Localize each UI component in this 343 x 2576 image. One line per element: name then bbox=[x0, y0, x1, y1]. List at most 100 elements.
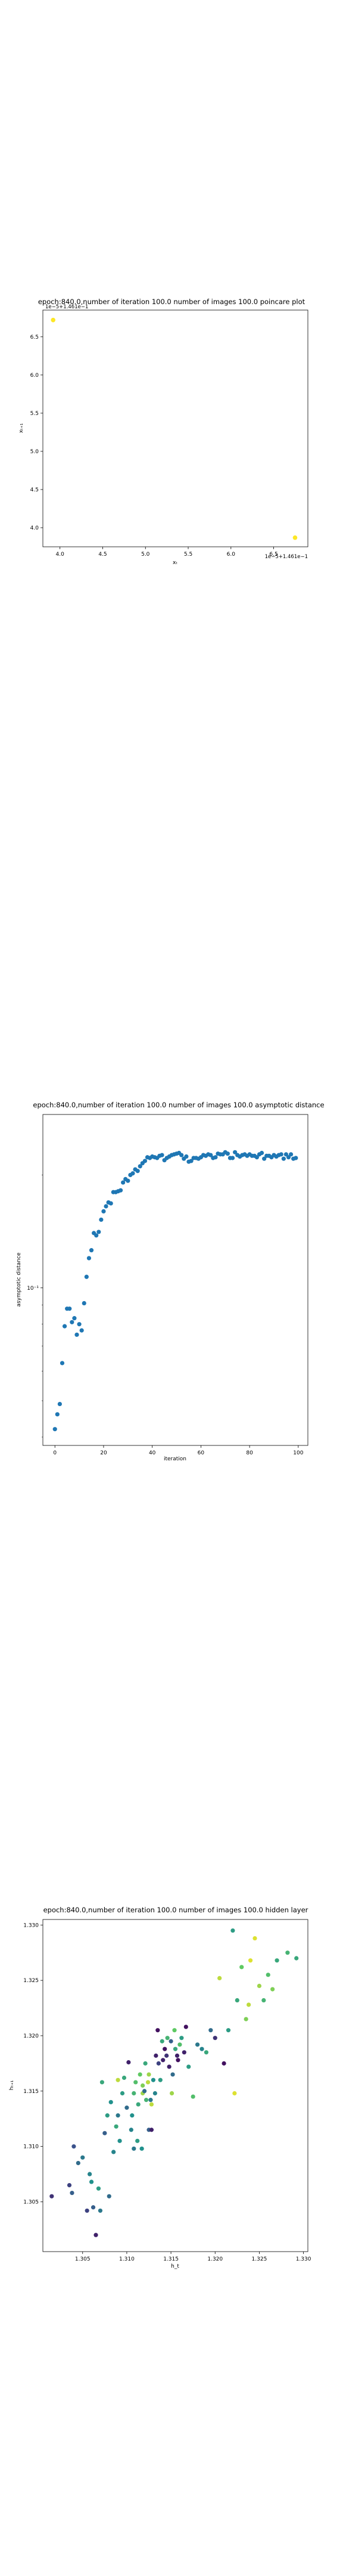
x-axis-label: xₜ bbox=[173, 560, 177, 566]
scatter-point bbox=[270, 1987, 275, 1992]
scatter-point bbox=[217, 1976, 222, 1981]
scatter-point bbox=[124, 2106, 129, 2110]
scatter-point bbox=[174, 2053, 180, 2058]
scatter-point bbox=[121, 2075, 127, 2080]
scatter-point bbox=[74, 1332, 79, 1337]
scatter-point bbox=[213, 2036, 217, 2041]
scatter-point bbox=[85, 2208, 89, 2213]
chart-title: epoch:840.0,number of iteration 100.0 nu… bbox=[38, 298, 305, 306]
y-tick-label: 1.330 bbox=[23, 1922, 39, 1928]
scatter-point bbox=[70, 2190, 74, 2196]
scatter-point bbox=[130, 1171, 135, 1176]
scatter-point bbox=[76, 2160, 80, 2166]
scatter-point bbox=[126, 1178, 130, 1183]
scatter-point bbox=[286, 1155, 291, 1160]
scatter-point bbox=[294, 1156, 298, 1160]
chart-asymptotic-distance: epoch:840.0,number of iteration 100.0 nu… bbox=[16, 1101, 325, 1462]
marks bbox=[51, 317, 298, 540]
scatter-point bbox=[230, 1156, 235, 1160]
scatter-point bbox=[101, 1209, 106, 1214]
scatter-point bbox=[102, 2131, 107, 2135]
scatter-point bbox=[155, 2028, 160, 2033]
scatter-point bbox=[232, 2091, 237, 2096]
scatter-point bbox=[51, 317, 56, 323]
y-tick-label: 1.305 bbox=[23, 2199, 39, 2205]
scatter-point bbox=[121, 1180, 126, 1185]
scatter-point bbox=[213, 1155, 218, 1160]
scatter-point bbox=[130, 2113, 135, 2118]
scatter-point bbox=[167, 2064, 172, 2069]
x-tick-label: 20 bbox=[100, 1450, 107, 1456]
y-ticks: 4.0 4.5 5.0 5.5 6.0 6.5 bbox=[30, 335, 43, 531]
scatter-point bbox=[132, 2146, 136, 2151]
y-tick-label: 10⁻¹ bbox=[27, 1286, 39, 1292]
scatter-point bbox=[142, 2089, 147, 2094]
scatter-point bbox=[94, 1233, 99, 1238]
scatter-point bbox=[244, 2017, 248, 2021]
scatter-point bbox=[254, 1155, 259, 1160]
scatter-point bbox=[279, 1152, 283, 1157]
scatter-point bbox=[154, 2053, 158, 2058]
marks bbox=[49, 1928, 299, 2237]
scatter-point bbox=[225, 1151, 230, 1156]
scatter-point bbox=[199, 2046, 204, 2051]
scatter-point bbox=[151, 2077, 156, 2082]
scatter-point bbox=[129, 2128, 133, 2132]
scatter-point bbox=[96, 1230, 101, 1234]
scatter-point bbox=[105, 2113, 110, 2118]
scatter-point bbox=[169, 2039, 173, 2044]
x-tick-label: 1.320 bbox=[207, 2256, 223, 2262]
y-tick-label: 1.325 bbox=[23, 1978, 39, 1984]
scatter-point bbox=[98, 2208, 103, 2213]
scatter-point bbox=[164, 2053, 169, 2058]
y-axis-label: hₜ₊₁ bbox=[9, 2080, 15, 2090]
scatter-point bbox=[67, 2183, 72, 2188]
y-ticks: 10⁻¹ bbox=[27, 1175, 43, 1438]
scatter-point bbox=[67, 1306, 72, 1311]
x-tick-label: 100 bbox=[293, 1450, 303, 1456]
scatter-point bbox=[136, 2102, 141, 2107]
scatter-point bbox=[77, 1322, 82, 1327]
figure-hidden-layer: epoch:840.0,number of iteration 100.0 nu… bbox=[0, 1905, 343, 2281]
scatter-point bbox=[49, 2194, 54, 2199]
scatter-point bbox=[142, 1159, 148, 1163]
scatter-point bbox=[248, 1958, 253, 1963]
y-offset-text: 1e−5+1.461e−1 bbox=[45, 304, 88, 310]
scatter-point bbox=[107, 2194, 111, 2199]
x-ticks: 4.0 4.5 5.0 5.5 6.0 6.5 bbox=[56, 547, 278, 558]
scatter-point bbox=[86, 1256, 92, 1261]
scatter-point bbox=[80, 2155, 85, 2160]
x-ticks: 1.305 1.310 1.315 1.320 1.325 1.330 bbox=[75, 2252, 311, 2262]
y-tick-label: 4.5 bbox=[30, 487, 39, 493]
scatter-point bbox=[204, 2050, 209, 2055]
scatter-point bbox=[161, 2058, 166, 2063]
plot-frame bbox=[42, 1919, 308, 2252]
x-tick-label: 1.325 bbox=[252, 2256, 267, 2262]
x-tick-label: 5.5 bbox=[184, 552, 192, 558]
scatter-point bbox=[143, 2061, 148, 2066]
scatter-point bbox=[126, 2060, 131, 2065]
scatter-point bbox=[91, 2205, 96, 2210]
scatter-point bbox=[183, 2024, 188, 2029]
scatter-point bbox=[132, 2091, 136, 2096]
scatter-point bbox=[283, 1152, 289, 1157]
scatter-point bbox=[189, 1159, 194, 1163]
scatter-point bbox=[160, 2039, 164, 2044]
x-tick-label: 60 bbox=[198, 1450, 205, 1456]
x-tick-label: 4.0 bbox=[56, 552, 65, 558]
scatter-point bbox=[111, 2150, 116, 2154]
scatter-point bbox=[172, 2028, 177, 2033]
scatter-point bbox=[146, 2072, 151, 2077]
scatter-point bbox=[179, 1153, 184, 1157]
y-axis-label: asymptotic distance bbox=[16, 1252, 22, 1306]
scatter-point bbox=[259, 1150, 264, 1156]
scatter-point bbox=[148, 2098, 153, 2103]
scatter-point bbox=[266, 1973, 270, 1977]
scatter-point bbox=[114, 2124, 119, 2129]
scatter-point bbox=[261, 1998, 266, 2003]
scatter-point bbox=[71, 2144, 76, 2149]
chart-poincare: epoch:840.0,number of iteration 100.0 nu… bbox=[18, 298, 308, 566]
x-axis-label: iteration bbox=[164, 1456, 186, 1462]
scatter-point bbox=[138, 2072, 142, 2077]
figure-poincare: epoch:840.0,number of iteration 100.0 nu… bbox=[0, 296, 343, 576]
